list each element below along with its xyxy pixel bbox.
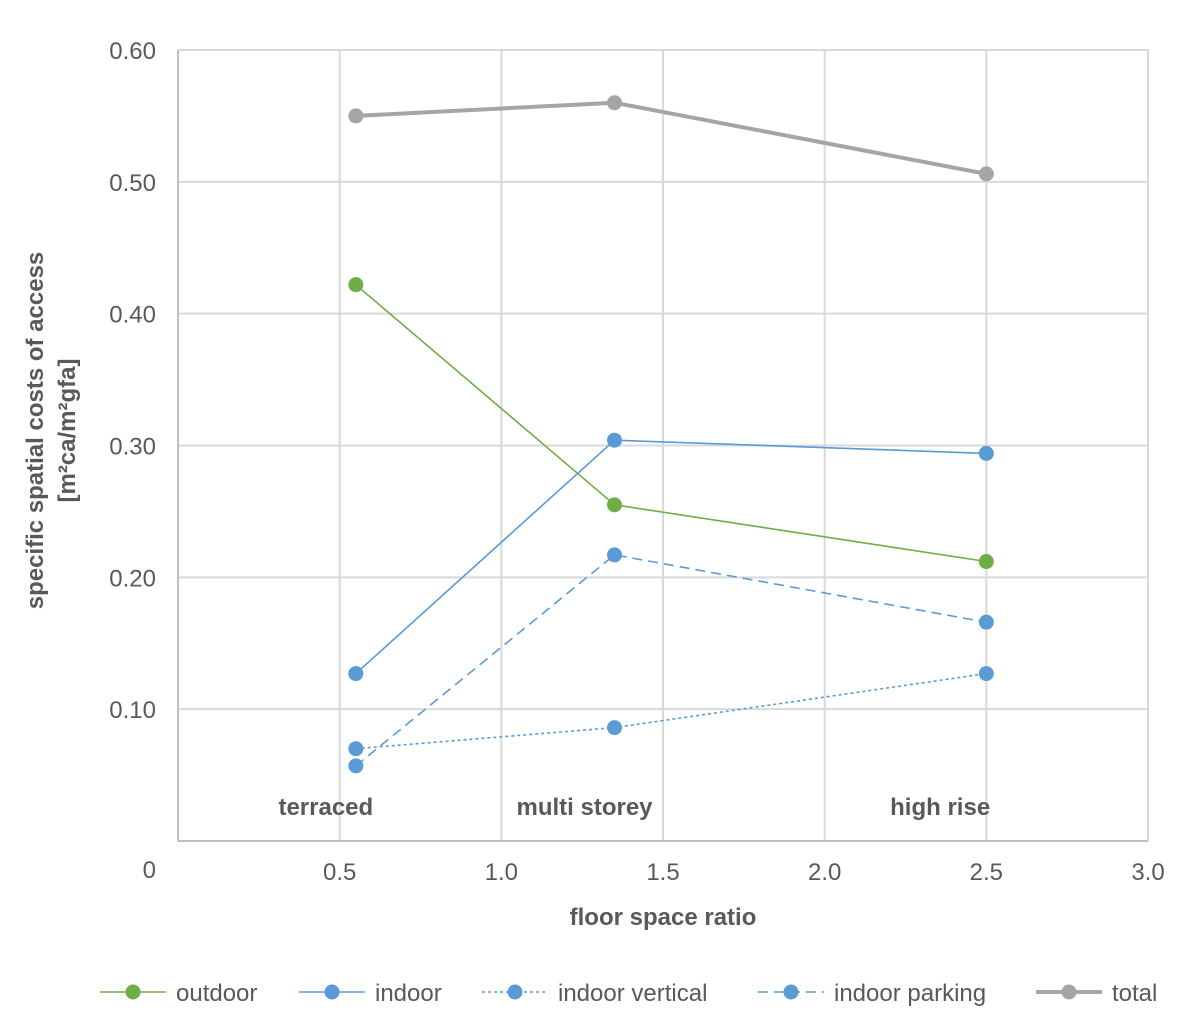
category-label: high rise <box>890 794 990 821</box>
legend-marker <box>507 984 523 1000</box>
legend-label: total <box>1112 980 1157 1007</box>
y-tick-label: 0.50 <box>109 170 156 197</box>
x-axis-title: floor space ratio <box>570 904 757 931</box>
x-tick-label: 0.5 <box>323 859 356 886</box>
series-line <box>355 284 987 563</box>
legend-label: indoor vertical <box>558 980 707 1007</box>
legend-marker <box>125 984 141 1000</box>
series-indoor <box>348 432 994 682</box>
x-tick-labels: 0.5 1.0 1.5 2.0 2.5 3.0 <box>323 859 1165 886</box>
y-tick-label: 0.40 <box>109 302 156 329</box>
data-point <box>348 666 364 682</box>
category-label: terraced <box>278 794 373 821</box>
legend-item-outdoor: outdoor <box>100 980 257 1007</box>
series-line <box>355 439 987 675</box>
y-tick-label: 0.10 <box>109 697 156 724</box>
data-point <box>607 497 622 513</box>
data-point <box>348 758 364 774</box>
legend-marker <box>1061 984 1077 1000</box>
series-outdoor <box>348 277 994 570</box>
data-point <box>978 445 994 461</box>
y-tick-label: 0.60 <box>109 38 156 65</box>
series-indoor-vertical <box>348 666 994 757</box>
legend-marker <box>783 984 799 1000</box>
series-line <box>355 672 987 750</box>
legend-marker <box>324 984 340 1000</box>
data-point <box>978 554 994 570</box>
y-tick-labels: 0.10 0.20 0.30 0.40 0.50 0.60 0 <box>109 38 156 884</box>
data-point <box>978 614 994 630</box>
y-tick-label: 0.20 <box>109 565 156 592</box>
legend-item-indoor: indoor <box>299 980 442 1007</box>
data-point <box>978 166 994 182</box>
y-axis-title-line: specific spatial costs of access <box>22 252 49 610</box>
legend-label: indoor <box>375 980 442 1007</box>
y-axis-title-line: [m²ca/m²gfa] <box>54 358 81 502</box>
legend-item-indoor-parking: indoor parking <box>758 980 986 1007</box>
x-tick-label: 2.5 <box>970 859 1003 886</box>
x-tick-label: 1.5 <box>646 859 679 886</box>
data-point <box>348 277 364 293</box>
data-point <box>348 108 364 124</box>
x-tick-label: 3.0 <box>1131 859 1164 886</box>
legend: outdoor indoor indoor vertical indoor parki… <box>100 980 1157 1007</box>
series-total <box>348 95 994 182</box>
grid <box>178 49 1149 841</box>
legend-item-indoor-vertical: indoor vertical <box>482 980 707 1007</box>
data-point <box>607 95 622 111</box>
data-point <box>607 720 622 736</box>
axes <box>177 50 1148 842</box>
data-point <box>607 432 622 448</box>
x-tick-label: 2.0 <box>808 859 841 886</box>
data-point <box>607 547 622 563</box>
legend-item-total: total <box>1036 980 1157 1007</box>
y-tick-label: 0.30 <box>109 434 156 461</box>
series-indoor-parking <box>348 547 994 774</box>
legend-label: outdoor <box>176 980 257 1007</box>
series-line <box>355 100 987 176</box>
category-labels: terraced multi storey high rise <box>278 794 990 821</box>
series-line <box>355 554 987 767</box>
category-label: multi storey <box>516 794 653 821</box>
series <box>348 95 994 774</box>
legend-label: indoor parking <box>834 980 986 1007</box>
data-point <box>348 741 364 757</box>
y-axis-title: specific spatial costs of access [m²ca/m²… <box>22 252 81 610</box>
origin-tick-label: 0 <box>143 857 156 884</box>
x-tick-label: 1.0 <box>485 859 518 886</box>
data-point <box>978 666 994 682</box>
